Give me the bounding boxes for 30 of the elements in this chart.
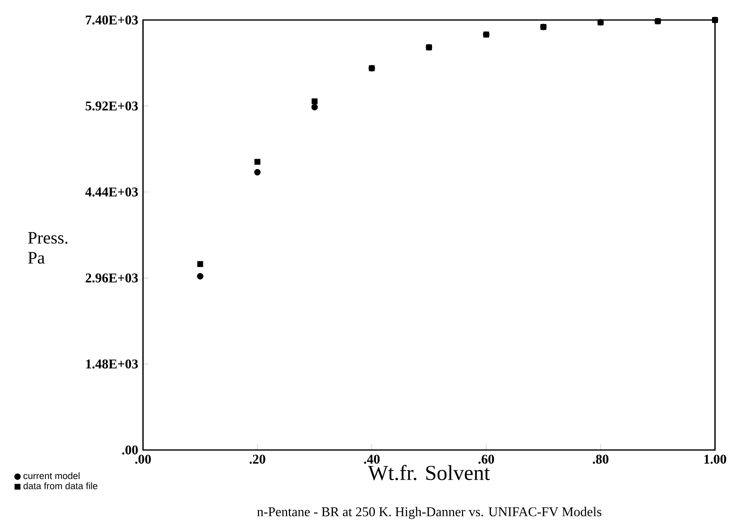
x-axis-title: Wt.fr. Solvent — [368, 464, 490, 480]
text: n-Pentane - BR at 250 K. High-Danner vs. UNIFAC-FV Models — [257, 506, 602, 520]
legend-label: current model — [24, 472, 80, 480]
point — [312, 98, 318, 104]
x-tick-label: .20 — [250, 454, 266, 464]
x-tick-label: .40 — [364, 454, 380, 464]
point — [197, 273, 204, 280]
point — [197, 261, 204, 267]
x-tick-label: .00 — [135, 454, 151, 464]
x-tick-label: .80 — [592, 454, 608, 464]
point — [254, 158, 260, 165]
y-axis-title: Press. Pa — [28, 232, 68, 264]
x-tick-label: 1.00 — [704, 454, 726, 464]
point — [254, 169, 261, 176]
point — [712, 17, 718, 23]
point — [654, 18, 661, 24]
legend-label: data from data file — [24, 482, 98, 490]
point — [368, 65, 375, 72]
point — [483, 32, 490, 38]
point — [598, 19, 604, 26]
point — [311, 104, 318, 110]
y-tick-label: .00 — [122, 445, 138, 455]
y-tick-label: 5.92E+03 — [86, 101, 138, 111]
y-tick-label: 2.96E+03 — [86, 273, 138, 283]
point — [540, 24, 546, 30]
y-tick-label: 1.48E+03 — [86, 359, 138, 369]
y-tick-label: 4.44E+03 — [85, 187, 138, 197]
y-tick-label: 7.40E+03 — [86, 15, 138, 25]
x-tick-label: .60 — [478, 454, 494, 464]
point — [426, 44, 432, 50]
